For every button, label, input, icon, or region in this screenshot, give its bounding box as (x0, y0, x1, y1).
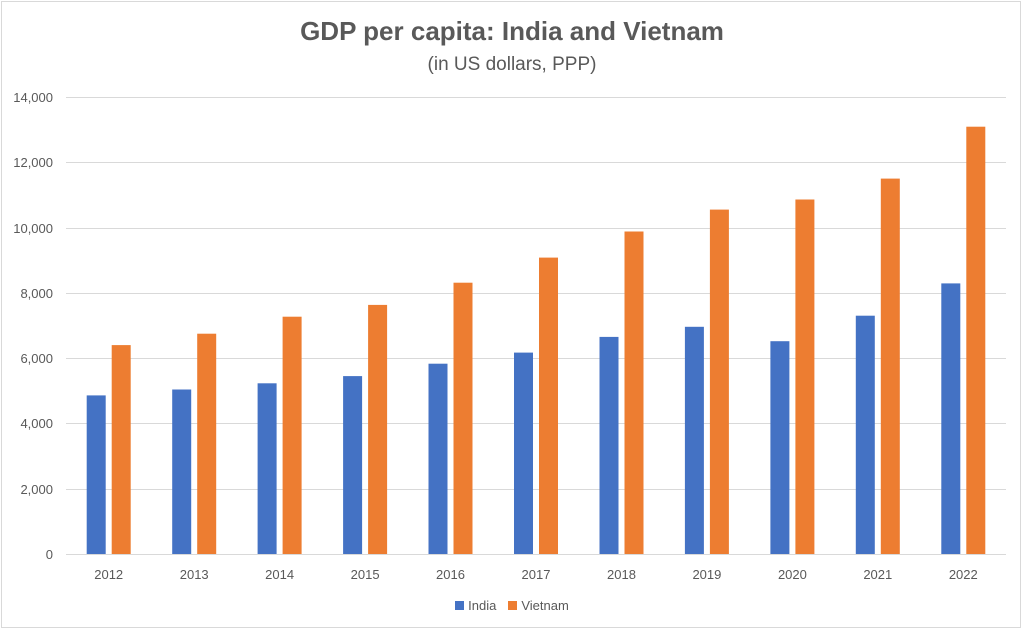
bar-india-2021 (855, 315, 875, 554)
x-tick-label: 2018 (607, 567, 636, 582)
chart-title: GDP per capita: India and Vietnam (300, 16, 724, 46)
bar-vietnam-2012 (111, 345, 131, 554)
bar-vietnam-2013 (197, 333, 217, 554)
legend-swatch-india (455, 601, 465, 610)
x-tick-label: 2020 (778, 567, 807, 582)
bar-india-2015 (343, 376, 363, 554)
y-tick-label: 14,000 (13, 90, 53, 105)
y-tick-label: 6,000 (20, 351, 53, 366)
bar-vietnam-2019 (709, 209, 729, 554)
y-tick-label: 8,000 (20, 286, 53, 301)
legend-item-vietnam: Vietnam (508, 598, 569, 613)
bar-vietnam-2018 (624, 231, 644, 554)
bar-vietnam-2017 (539, 257, 558, 554)
bar-vietnam-2020 (795, 199, 815, 554)
x-axis-tick-labels: 2012 2013 2014 2015 2016 2017 2018 2019 2020 2021… (94, 567, 978, 582)
bar-india-2019 (684, 326, 704, 554)
bar-vietnam-2016 (453, 282, 473, 554)
y-tick-label: 10,000 (13, 221, 53, 236)
bar-india-2022 (941, 283, 961, 554)
bar-india-2016 (428, 363, 448, 554)
bar-vietnam-2022 (966, 126, 986, 554)
chart-subtitle: (in US dollars, PPP) (427, 54, 597, 75)
legend-label-vietnam: Vietnam (521, 598, 569, 613)
x-tick-label: 2016 (436, 567, 465, 582)
bar-india-2017 (514, 352, 533, 554)
bar-india-2020 (770, 341, 790, 554)
bar-vietnam-2014 (282, 316, 302, 554)
bar-india-2018 (599, 336, 619, 554)
x-tick-label: 2022 (949, 567, 978, 582)
legend-item-india: India (455, 598, 496, 613)
bar-vietnam-2021 (880, 178, 900, 554)
x-tick-label: 2014 (265, 567, 294, 582)
bars (86, 126, 986, 554)
y-tick-label: 0 (46, 547, 53, 562)
legend-swatch-vietnam (508, 601, 518, 610)
bar-india-2013 (172, 389, 192, 554)
y-axis-tick-labels: 0 2,000 4,000 6,000 8,000 10,000 12,000 14,000 (13, 90, 53, 562)
gridlines (66, 97, 1006, 555)
x-tick-label: 2017 (522, 567, 551, 582)
x-tick-label: 2015 (351, 567, 380, 582)
x-tick-label: 2021 (863, 567, 892, 582)
bar-vietnam-2015 (368, 304, 388, 554)
bar-india-2014 (257, 383, 277, 554)
y-tick-label: 2,000 (20, 482, 53, 497)
x-tick-label: 2012 (94, 567, 123, 582)
bar-india-2012 (86, 395, 106, 554)
y-tick-label: 12,000 (13, 155, 53, 170)
legend-label-india: India (468, 598, 497, 613)
x-tick-label: 2013 (180, 567, 209, 582)
legend: India Vietnam (0, 598, 1024, 613)
y-tick-label: 4,000 (20, 416, 53, 431)
x-tick-label: 2019 (692, 567, 721, 582)
